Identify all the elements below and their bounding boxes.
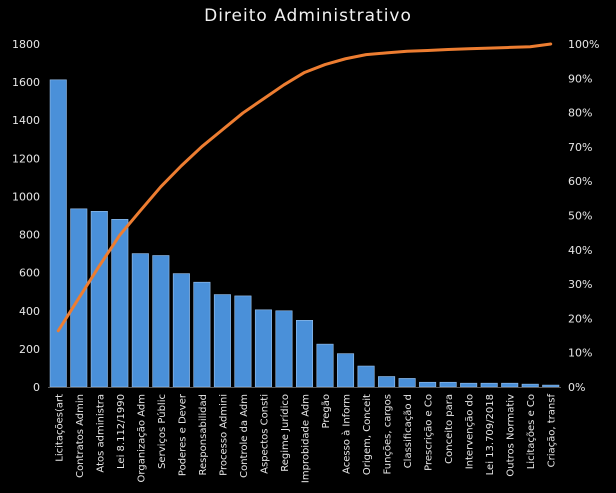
- y-left-tick-label: 1200: [12, 152, 40, 165]
- bar: [398, 378, 416, 388]
- x-tick-label: Lei 8.112/1990: [116, 394, 127, 469]
- x-tick-label: Serviços Públic: [156, 394, 168, 469]
- y-left-tick-label: 200: [19, 343, 40, 356]
- y-left-tick-label: 600: [19, 267, 40, 280]
- y-right-tick-label: 50%: [568, 210, 592, 223]
- y-left-tick-label: 1800: [12, 38, 40, 51]
- x-tick-label: Outros Normativ: [506, 394, 517, 477]
- y-right-tick-label: 90%: [568, 72, 592, 85]
- bar: [254, 309, 272, 388]
- x-tick-label: Regime Jurídico: [279, 394, 291, 472]
- bar: [460, 382, 478, 388]
- y-right-tick-label: 100%: [568, 38, 599, 51]
- y-left-tick-label: 1400: [12, 114, 40, 127]
- x-tick-label: Criação, transf: [547, 394, 558, 468]
- x-tick-label: Licitações e Co: [526, 394, 537, 469]
- y-right-tick-label: 70%: [568, 141, 592, 154]
- bar: [275, 310, 293, 388]
- bar: [357, 365, 375, 388]
- bar: [337, 353, 355, 388]
- y-right-tick-label: 80%: [568, 107, 592, 120]
- x-tick-label: Acesso à Inform: [341, 394, 353, 474]
- x-tick-label: Pregão: [321, 394, 332, 429]
- bar: [501, 382, 519, 388]
- x-tick-label: Intervenção do: [465, 394, 476, 469]
- x-tick-label: Origem, Conceit: [362, 394, 373, 475]
- bar: [193, 281, 211, 388]
- bar: [49, 79, 67, 388]
- y-right-tick-label: 0%: [568, 381, 585, 394]
- chart-title: Direito Administrativo: [204, 6, 412, 26]
- y-left-tick-label: 800: [19, 229, 40, 242]
- y-right-tick-label: 10%: [568, 347, 592, 360]
- x-tick-label: Poderes e Dever: [177, 393, 188, 476]
- x-tick-label: Aspectos Consti: [259, 394, 270, 474]
- x-tick-label: Controle da Adm: [239, 394, 250, 478]
- bar: [480, 382, 498, 388]
- bar: [295, 320, 314, 388]
- x-tick-label: Licitações(art: [54, 394, 65, 462]
- bar: [213, 294, 231, 388]
- y-right-tick-label: 30%: [568, 278, 592, 291]
- x-tick-label: Contratos Admin: [75, 394, 86, 478]
- bar: [152, 255, 170, 388]
- y-left-tick-label: 1600: [12, 76, 40, 89]
- bar: [90, 211, 108, 388]
- y-left-tick-label: 400: [19, 305, 40, 318]
- x-tick-label: Lei 13.709/2018: [485, 394, 496, 475]
- bar: [378, 376, 396, 388]
- x-tick-label: Classificação d: [403, 394, 414, 468]
- x-tick-label: Improbidade Adm: [301, 394, 312, 483]
- y-left-tick-label: 1000: [12, 190, 40, 203]
- x-tick-label: Atos administra: [95, 394, 106, 473]
- x-tick-label: Organização Adm: [136, 394, 147, 482]
- x-tick-label: Conceito para: [444, 394, 455, 464]
- bar: [542, 384, 560, 388]
- bar: [172, 273, 190, 388]
- x-tick-label: Prescrição e Co: [424, 394, 435, 471]
- x-tick-label: Processo Admini: [218, 394, 229, 476]
- bar: [521, 383, 539, 388]
- cumulative-line: [56, 42, 553, 333]
- bar: [131, 253, 149, 388]
- bar: [419, 381, 437, 388]
- x-tick-label: Funções, cargos: [383, 394, 394, 474]
- bar: [234, 295, 252, 388]
- y-right-tick-label: 40%: [568, 244, 592, 257]
- x-tick-label: Responsabilidad: [198, 394, 209, 476]
- y-left-tick-label: 0: [33, 381, 40, 394]
- bar: [316, 343, 334, 388]
- y-right-tick-label: 60%: [568, 175, 592, 188]
- y-right-tick-label: 20%: [568, 312, 592, 325]
- bar: [439, 381, 457, 388]
